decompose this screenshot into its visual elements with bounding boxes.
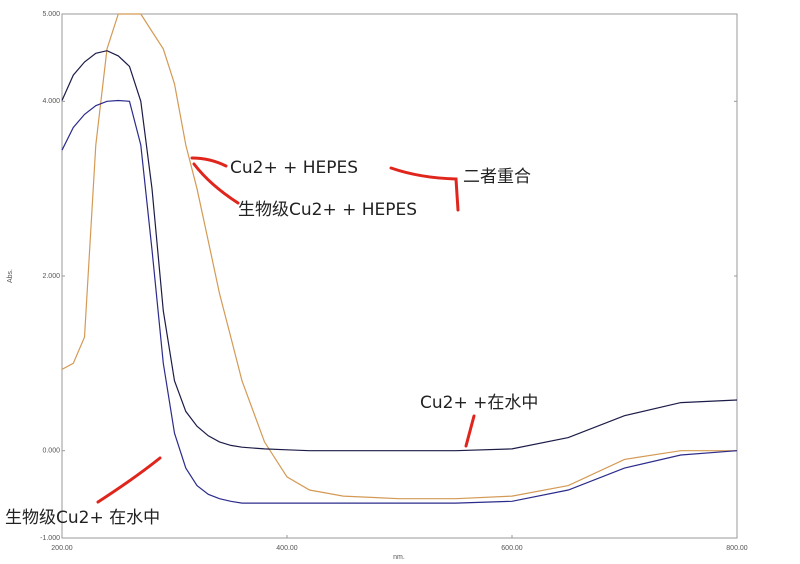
y-tick-label: 0.000 xyxy=(42,448,60,455)
y-tick-label: 4.000 xyxy=(42,98,60,105)
red-stroke xyxy=(464,414,476,448)
x-axis-label: nm. xyxy=(393,554,405,561)
spectrum-line xyxy=(61,50,738,452)
x-tick-label: 800.00 xyxy=(726,545,748,552)
annotation: 生物级Cu2+ + HEPES xyxy=(238,200,417,220)
red-stroke xyxy=(190,156,228,168)
spectrum-line xyxy=(61,99,738,504)
annotation: Cu2+ +在水中 xyxy=(420,393,538,413)
y-axis-label: Abs. xyxy=(7,269,14,283)
y-tick-label: 5.000 xyxy=(42,11,60,18)
x-tick-label: 400.00 xyxy=(276,545,298,552)
y-tick-label: 2.000 xyxy=(42,273,60,280)
x-tick-label: 600.00 xyxy=(501,545,523,552)
y-tick-label: -1.000 xyxy=(40,535,60,542)
plot-frame xyxy=(61,13,738,539)
annotation: 二者重合 xyxy=(463,167,531,187)
annotation: 生物级Cu2+ 在水中 xyxy=(5,508,160,528)
red-stroke xyxy=(389,166,460,212)
annotation-strokes xyxy=(96,156,476,504)
red-stroke xyxy=(192,162,240,205)
annotation: Cu2+ + HEPES xyxy=(230,158,358,178)
spectrum-line xyxy=(61,13,737,500)
red-stroke xyxy=(96,456,162,504)
x-tick-label: 200.00 xyxy=(51,545,73,552)
